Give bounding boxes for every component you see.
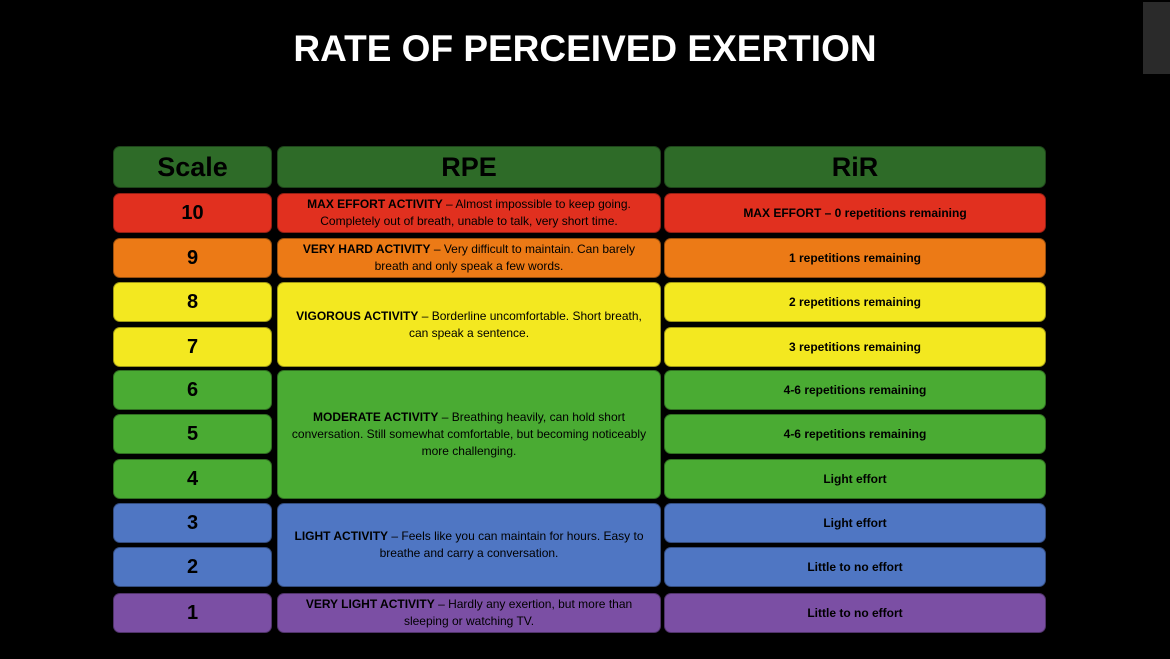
rir-cell: Little to no effort: [664, 593, 1046, 633]
scale-cell: 6: [113, 370, 272, 410]
rpe-text: MAX EFFORT ACTIVITY – Almost impossible …: [290, 196, 648, 230]
rir-cell: MAX EFFORT – 0 repetitions remaining: [664, 193, 1046, 233]
rir-cell: 1 repetitions remaining: [664, 238, 1046, 278]
rpe-text: VIGOROUS ACTIVITY – Borderline uncomfort…: [290, 308, 648, 342]
rir-cell: 3 repetitions remaining: [664, 327, 1046, 367]
rpe-term: VIGOROUS ACTIVITY: [296, 308, 419, 323]
rir-cell: 4-6 repetitions remaining: [664, 370, 1046, 410]
rpe-text: MODERATE ACTIVITY – Breathing heavily, c…: [290, 409, 648, 460]
rir-cell: Light effort: [664, 503, 1046, 543]
header-cell: RPE: [277, 146, 661, 188]
rir-cell: Little to no effort: [664, 547, 1046, 587]
rpe-description: – Breathing heavily, can hold short conv…: [291, 410, 647, 458]
rpe-description: – Almost impossible to keep going. Compl…: [320, 197, 631, 228]
scale-cell: 5: [113, 414, 272, 454]
logo: [1143, 2, 1170, 74]
rpe-cell: VERY HARD ACTIVITY – Very difficult to m…: [277, 238, 661, 278]
scale-cell: 1: [113, 593, 272, 633]
rpe-description: – Hardly any exertion, but more than sle…: [403, 597, 633, 628]
rpe-cell: MAX EFFORT ACTIVITY – Almost impossible …: [277, 193, 661, 233]
rpe-cell: MODERATE ACTIVITY – Breathing heavily, c…: [277, 370, 661, 499]
rpe-text: VERY HARD ACTIVITY – Very difficult to m…: [290, 241, 648, 275]
rpe-term: LIGHT ACTIVITY: [294, 529, 389, 543]
scale-cell: 8: [113, 282, 272, 322]
rpe-text: LIGHT ACTIVITY – Feels like you can main…: [290, 528, 648, 562]
rpe-term: VERY HARD ACTIVITY: [302, 242, 431, 256]
scale-cell: 9: [113, 238, 272, 278]
rpe-description: – Very difficult to maintain. Can barely…: [374, 242, 636, 273]
header-cell: Scale: [113, 146, 272, 188]
scale-cell: 7: [113, 327, 272, 367]
rpe-description: – Feels like you can maintain for hours.…: [379, 529, 644, 560]
scale-cell: 2: [113, 547, 272, 587]
rpe-term: MODERATE ACTIVITY: [313, 410, 439, 424]
rpe-term: VERY LIGHT ACTIVITY: [305, 597, 435, 611]
rpe-text: VERY LIGHT ACTIVITY – Hardly any exertio…: [290, 596, 648, 630]
title: RATE OF PERCEIVED EXERTION: [293, 28, 877, 69]
rpe-cell: VIGOROUS ACTIVITY – Borderline uncomfort…: [277, 282, 661, 367]
header-cell: RiR: [664, 146, 1046, 188]
rir-cell: Light effort: [664, 459, 1046, 499]
rir-cell: 2 repetitions remaining: [664, 282, 1046, 322]
scale-cell: 4: [113, 459, 272, 499]
rpe-cell: VERY LIGHT ACTIVITY – Hardly any exertio…: [277, 593, 661, 633]
scale-cell: 3: [113, 503, 272, 543]
rir-cell: 4-6 repetitions remaining: [664, 414, 1046, 454]
rpe-cell: LIGHT ACTIVITY – Feels like you can main…: [277, 503, 661, 587]
scale-cell: 10: [113, 193, 272, 233]
rpe-term: MAX EFFORT ACTIVITY: [307, 197, 443, 211]
rpe-description: – Borderline uncomfortable. Short breath…: [408, 308, 642, 340]
